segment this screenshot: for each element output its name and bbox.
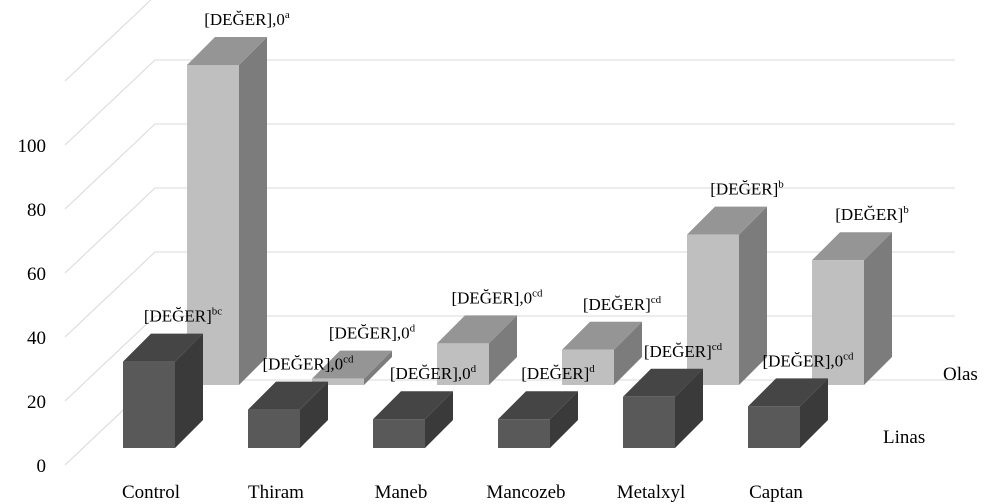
bar-linas <box>248 381 328 448</box>
data-label: [DEĞER],0cd <box>451 287 543 307</box>
bar-top <box>187 37 267 65</box>
series-axis-labels: Linas Olas <box>883 364 978 448</box>
bar-front <box>498 419 550 448</box>
bar-linas <box>623 368 703 448</box>
bar-front <box>812 260 864 385</box>
bar-front <box>123 361 175 448</box>
gridline <box>64 0 152 82</box>
bar-front <box>373 419 425 448</box>
y-tick-label: 40 <box>27 328 46 349</box>
bar-side <box>550 391 578 448</box>
data-label: [DEĞER]d <box>521 363 595 383</box>
y-tick-label: 60 <box>27 264 46 285</box>
bar-front <box>748 406 800 448</box>
y-tick-label: 100 <box>18 136 47 157</box>
bar-side <box>239 37 267 385</box>
bar-linas <box>748 378 828 448</box>
category-label: Captan <box>749 482 803 503</box>
bar-olas <box>812 232 892 385</box>
bar-side <box>675 368 703 448</box>
bar-side <box>739 206 767 385</box>
bar-side <box>364 350 392 385</box>
data-label: [DEĞER],0d <box>329 323 416 343</box>
bar-front <box>623 396 675 448</box>
bar-front <box>312 378 364 385</box>
bar-linas <box>123 333 203 448</box>
bar-linas <box>373 391 453 448</box>
bar-olas <box>187 37 267 385</box>
y-tick-label: 20 <box>27 392 46 413</box>
bar-top <box>562 321 642 350</box>
bar-top <box>248 381 328 410</box>
bar-side <box>800 378 828 448</box>
data-label: [DEĞER],0cd <box>762 350 854 370</box>
bar-top <box>748 378 828 407</box>
category-label: Maneb <box>375 482 428 503</box>
bar-top <box>498 391 578 420</box>
gridline <box>64 187 955 274</box>
data-labels: [DEĞER],0a [DEĞER],0d [DEĞER],0cd [DEĞER]cd… <box>144 9 909 383</box>
bar-front <box>248 409 300 448</box>
bars <box>123 37 892 448</box>
y-tick-label: 80 <box>27 200 46 221</box>
bar-top <box>812 232 892 261</box>
data-label: [DEĞER]cd <box>644 341 723 361</box>
data-label: [DEĞER]cd <box>583 294 662 314</box>
bar-top <box>312 350 392 379</box>
gridline <box>64 59 955 146</box>
data-label: [DEĞER],0cd <box>262 354 354 374</box>
bar-side <box>300 381 328 448</box>
bar-side <box>489 315 517 385</box>
bar-top <box>437 315 517 344</box>
bar-olas <box>437 315 517 385</box>
bar-top <box>623 368 703 397</box>
category-label: Metalxyl <box>617 482 686 503</box>
data-label: [DEĞER]bc <box>144 306 222 326</box>
bar-front <box>687 234 739 385</box>
category-label: Control <box>122 482 180 503</box>
bar-side <box>864 232 892 385</box>
bar-olas <box>562 321 642 385</box>
bar-linas <box>498 391 578 448</box>
bar-top <box>687 206 767 235</box>
data-label: [DEĞER]b <box>710 179 784 199</box>
bar-side <box>614 321 642 385</box>
bar-front <box>437 343 489 385</box>
y-axis-ticks: 0 20 40 60 80 100 <box>18 136 47 477</box>
bar-olas <box>312 350 392 385</box>
series-label: Linas <box>883 427 925 448</box>
bar-top <box>123 333 203 362</box>
x-axis-categories: Control Thiram Maneb Mancozeb Metalxyl Captan <box>122 482 803 503</box>
bar-front <box>562 349 614 385</box>
bar-olas <box>687 206 767 385</box>
category-label: Mancozeb <box>486 482 565 503</box>
gridline <box>64 123 955 210</box>
bar-side <box>425 391 453 448</box>
bar-side <box>175 333 203 448</box>
category-label: Thiram <box>248 482 304 503</box>
data-label: [DEĞER],0a <box>204 9 290 29</box>
bar-top <box>373 391 453 420</box>
data-label: [DEĞER],0d <box>390 363 477 383</box>
data-label: [DEĞER]b <box>835 204 909 224</box>
bar-front <box>187 65 239 385</box>
series-label: Olas <box>943 364 978 385</box>
y-tick-label: 0 <box>37 456 47 477</box>
